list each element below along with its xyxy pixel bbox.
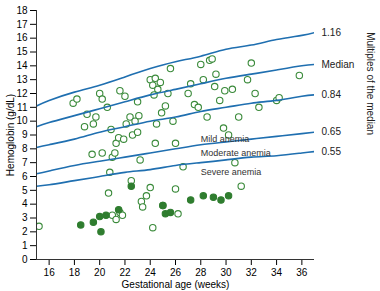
svg-text:0.65: 0.65 bbox=[322, 126, 342, 137]
svg-text:30: 30 bbox=[220, 267, 232, 278]
svg-text:0.55: 0.55 bbox=[322, 146, 342, 157]
svg-text:Median: Median bbox=[322, 59, 355, 70]
svg-text:Gestational age (weeks): Gestational age (weeks) bbox=[122, 279, 230, 290]
svg-text:16: 16 bbox=[16, 32, 28, 43]
svg-text:18: 18 bbox=[69, 267, 81, 278]
svg-text:20: 20 bbox=[94, 267, 106, 278]
svg-text:5: 5 bbox=[22, 185, 28, 196]
svg-text:2: 2 bbox=[22, 226, 28, 237]
svg-text:Moderate anemia: Moderate anemia bbox=[201, 148, 271, 158]
svg-text:15: 15 bbox=[16, 46, 28, 57]
svg-text:10: 10 bbox=[16, 115, 28, 126]
svg-text:Hemoglobin (g/dL): Hemoglobin (g/dL) bbox=[5, 94, 16, 176]
svg-text:1.16: 1.16 bbox=[322, 27, 342, 38]
svg-text:Multiples of the median: Multiples of the median bbox=[365, 32, 376, 135]
svg-text:0.84: 0.84 bbox=[322, 89, 342, 100]
svg-text:Mild anemia: Mild anemia bbox=[201, 134, 250, 144]
svg-text:32: 32 bbox=[246, 267, 258, 278]
svg-text:13: 13 bbox=[16, 74, 28, 85]
svg-text:14: 14 bbox=[16, 60, 28, 71]
svg-text:28: 28 bbox=[195, 267, 207, 278]
svg-text:11: 11 bbox=[17, 102, 28, 113]
svg-text:4: 4 bbox=[22, 198, 28, 209]
svg-text:9: 9 bbox=[22, 129, 28, 140]
svg-text:36: 36 bbox=[296, 267, 308, 278]
svg-text:24: 24 bbox=[145, 267, 157, 278]
svg-text:0: 0 bbox=[22, 254, 28, 265]
svg-text:6: 6 bbox=[22, 171, 28, 182]
svg-text:17: 17 bbox=[16, 19, 28, 30]
svg-text:Severe anemia: Severe anemia bbox=[201, 167, 262, 177]
svg-text:22: 22 bbox=[119, 267, 131, 278]
svg-text:7: 7 bbox=[22, 157, 28, 168]
svg-text:16: 16 bbox=[44, 267, 56, 278]
svg-text:12: 12 bbox=[16, 88, 28, 99]
svg-text:18: 18 bbox=[16, 5, 28, 16]
svg-text:3: 3 bbox=[22, 212, 28, 223]
svg-text:8: 8 bbox=[22, 143, 28, 154]
svg-text:34: 34 bbox=[271, 267, 283, 278]
svg-text:26: 26 bbox=[170, 267, 182, 278]
svg-text:1: 1 bbox=[22, 240, 28, 251]
